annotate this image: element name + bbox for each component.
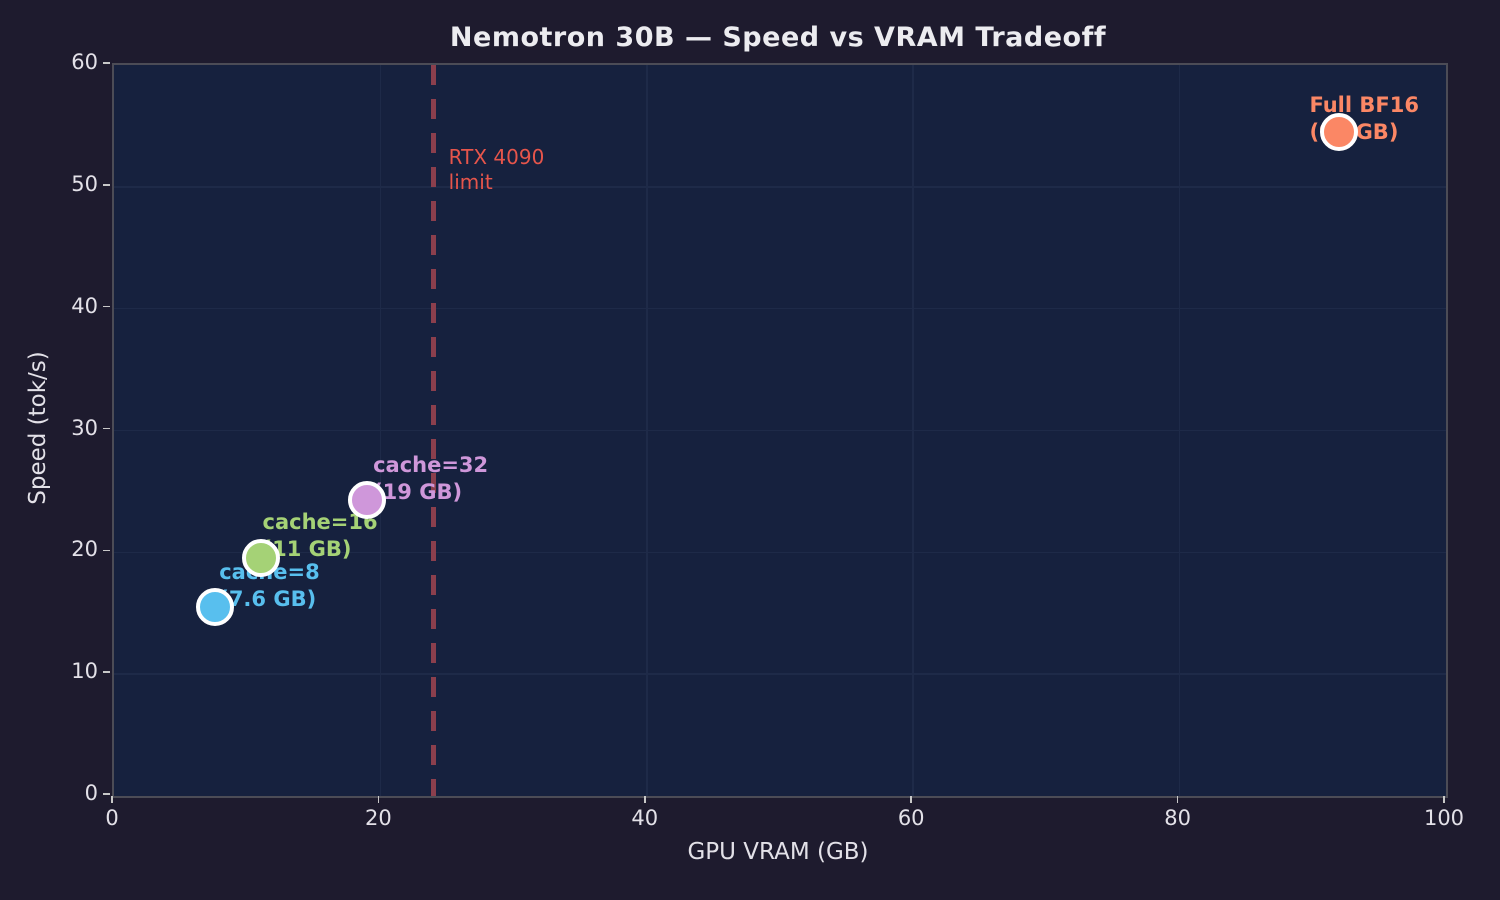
y-gridline [114, 307, 1446, 310]
vram-limit-label: RTX 4090 limit [449, 145, 545, 195]
x-tick-mark [377, 796, 380, 803]
y-tick-mark [103, 549, 110, 552]
point-label-line: Full BF16 [1309, 93, 1419, 117]
y-tick-label: 60 [71, 50, 98, 74]
y-tick-mark [103, 305, 110, 308]
x-tick-label: 40 [631, 806, 659, 830]
plot-area: RTX 4090limitcache=8(7.6 GB)cache=16(11 … [112, 63, 1448, 798]
point-label-line: (19 GB) [373, 479, 463, 504]
y-tick-label: 20 [71, 537, 98, 562]
x-tick-mark [1176, 796, 1179, 803]
y-gridline [114, 551, 1446, 554]
vram-limit-label-line: RTX 4090 [448, 145, 545, 169]
x-tick-mark [644, 796, 646, 803]
point-label-line: cache=32 [373, 452, 489, 477]
y-tick-mark [103, 793, 110, 795]
y-tick-label: 40 [71, 293, 98, 318]
point-label-line: (11 GB) [262, 537, 352, 562]
y-tick-label: 0 [84, 781, 98, 805]
x-tick-mark [1443, 796, 1445, 803]
data-point-full-bf16 [1320, 113, 1359, 151]
y-tick-label: 10 [71, 659, 98, 684]
chart-title: Nemotron 30B — Speed vs VRAM Tradeoff [449, 22, 1107, 53]
vram-limit-label-line: limit [448, 170, 493, 194]
x-tick-mark [111, 796, 113, 803]
y-tick-mark [103, 184, 110, 186]
y-tick-mark [103, 62, 110, 64]
x-tick-label: 60 [897, 806, 925, 830]
y-tick-mark [103, 427, 110, 430]
point-label-cache-32: cache=32 (19 GB) [373, 452, 488, 506]
y-tick-label: 30 [71, 415, 98, 440]
x-tick-label: 80 [1164, 806, 1191, 830]
x-axis-label: GPU VRAM (GB) [687, 839, 869, 865]
y-tick-label: 50 [71, 171, 98, 196]
x-tick-label: 100 [1423, 806, 1465, 830]
point-label-line: (7.6 GB) [219, 587, 317, 612]
x-tick-label: 20 [365, 806, 392, 830]
y-tick-mark [103, 671, 110, 673]
x-tick-mark [910, 796, 912, 803]
y-gridline [114, 186, 1446, 188]
data-point-cache-8 [196, 588, 235, 627]
x-tick-label: 0 [105, 806, 119, 830]
y-gridline [114, 429, 1446, 432]
data-point-cache-16 [241, 539, 280, 578]
vram-limit-line [431, 65, 437, 796]
data-point-cache-32 [348, 480, 387, 519]
y-gridline [114, 673, 1446, 675]
